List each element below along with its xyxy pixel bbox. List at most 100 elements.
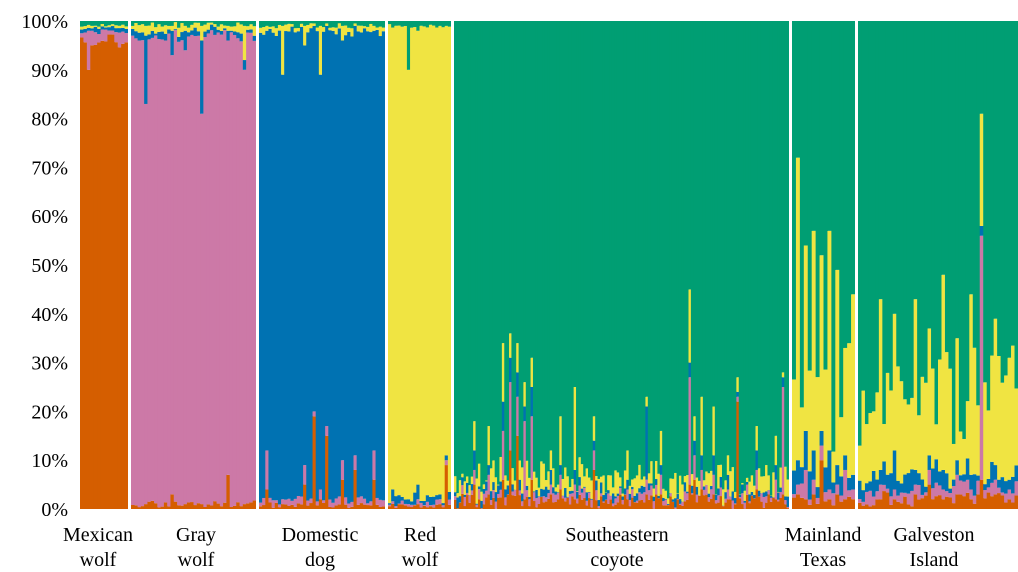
ancestry-segment [736, 377, 740, 392]
ancestry-segment [150, 30, 155, 38]
ancestry-segment [525, 21, 529, 461]
sample-column [698, 21, 702, 509]
group-separator [385, 19, 388, 511]
ancestry-segment [259, 21, 263, 28]
ancestry-segment [394, 496, 399, 507]
ancestry-segment [676, 499, 680, 509]
ancestry-segment [299, 26, 304, 497]
ancestry-segment [428, 505, 433, 507]
ancestry-segment [626, 450, 630, 480]
ancestry-segment [375, 21, 380, 28]
ancestry-segment [271, 507, 276, 509]
ancestry-segment [748, 494, 752, 502]
ancestry-segment [819, 21, 825, 256]
ancestry-segment [882, 491, 887, 509]
ancestry-segment [616, 21, 620, 473]
ancestry-segment [614, 504, 618, 509]
sample-column [628, 21, 632, 509]
ancestry-segment [722, 489, 725, 506]
ancestry-segment [209, 24, 214, 31]
sample-column [590, 21, 594, 509]
ancestry-segment [595, 490, 599, 501]
ancestry-segment [344, 21, 348, 26]
ancestry-segment [920, 21, 925, 377]
ancestry-segment [635, 493, 639, 501]
ancestry-segment [104, 27, 109, 30]
ancestry-segment [239, 506, 244, 509]
ancestry-segment [979, 235, 984, 480]
ancestry-segment [344, 25, 348, 36]
ancestry-segment [252, 500, 257, 509]
sample-column [976, 21, 981, 509]
ancestry-segment [799, 467, 805, 484]
ancestry-segment [121, 43, 126, 509]
ancestry-segment [262, 34, 266, 498]
ancestry-segment [700, 21, 704, 397]
ancestry-segment [786, 479, 790, 497]
ancestry-segment [681, 505, 685, 509]
sample-column [416, 21, 421, 509]
ancestry-segment [419, 500, 424, 503]
ancestry-segment [803, 245, 809, 431]
ancestry-segment [525, 490, 529, 497]
ancestry-segment [781, 21, 785, 373]
ancestry-segment [206, 29, 211, 34]
sample-column [232, 21, 237, 509]
ancestry-segment [633, 478, 637, 496]
ancestry-segment [416, 30, 421, 485]
ancestry-segment [213, 21, 218, 25]
ancestry-segment [454, 476, 457, 493]
ancestry-segment [640, 21, 644, 480]
ancestry-segment [219, 34, 224, 507]
ancestry-segment [906, 504, 911, 509]
ancestry-segment [1014, 465, 1018, 482]
ancestry-segment [549, 494, 553, 509]
y-tick-label: 0% [41, 499, 68, 521]
ancestry-segment [322, 31, 326, 501]
ancestry-segment [903, 496, 908, 509]
ancestry-segment [521, 21, 524, 468]
sample-column [110, 21, 115, 509]
sample-column [792, 21, 797, 509]
ancestry-segment [303, 25, 307, 46]
sample-column [499, 21, 503, 509]
ancestry-segment [117, 47, 122, 509]
ancestry-segment [573, 499, 577, 509]
ancestry-segment [823, 467, 829, 493]
ancestry-segment [714, 21, 718, 495]
sample-column [226, 21, 231, 509]
ancestry-segment [621, 21, 625, 494]
ancestry-segment [986, 21, 991, 411]
ancestry-segment [1007, 357, 1012, 480]
ancestry-segment [597, 500, 601, 507]
ancestry-segment [540, 488, 544, 497]
ancestry-segment [236, 22, 241, 33]
ancestry-segment [157, 507, 162, 509]
ancestry-segment [700, 455, 704, 470]
ancestry-segment [858, 21, 863, 446]
ancestry-segment [738, 494, 742, 498]
ancestry-segment [979, 479, 984, 509]
ancestry-segment [678, 21, 682, 476]
sample-column [97, 21, 102, 509]
ancestry-segment [913, 469, 918, 485]
ancestry-segment [906, 473, 911, 494]
ancestry-segment [482, 504, 486, 509]
ancestry-segment [480, 21, 484, 492]
ancestry-segment [290, 504, 295, 509]
ancestry-segment [369, 23, 373, 33]
ancestry-segment [444, 455, 449, 461]
ancestry-segment [203, 21, 208, 25]
ancestry-segment [511, 495, 515, 509]
sample-column [585, 21, 589, 509]
sample-column [542, 21, 546, 509]
sample-column [700, 21, 704, 509]
ancestry-segment [485, 480, 489, 482]
ancestry-segment [868, 413, 873, 482]
sample-column [965, 21, 970, 509]
sample-column [337, 21, 342, 509]
ancestry-segment [767, 21, 771, 476]
ancestry-segment [652, 501, 656, 509]
ancestry-segment [738, 497, 742, 499]
y-tick-label: 90% [31, 60, 68, 82]
